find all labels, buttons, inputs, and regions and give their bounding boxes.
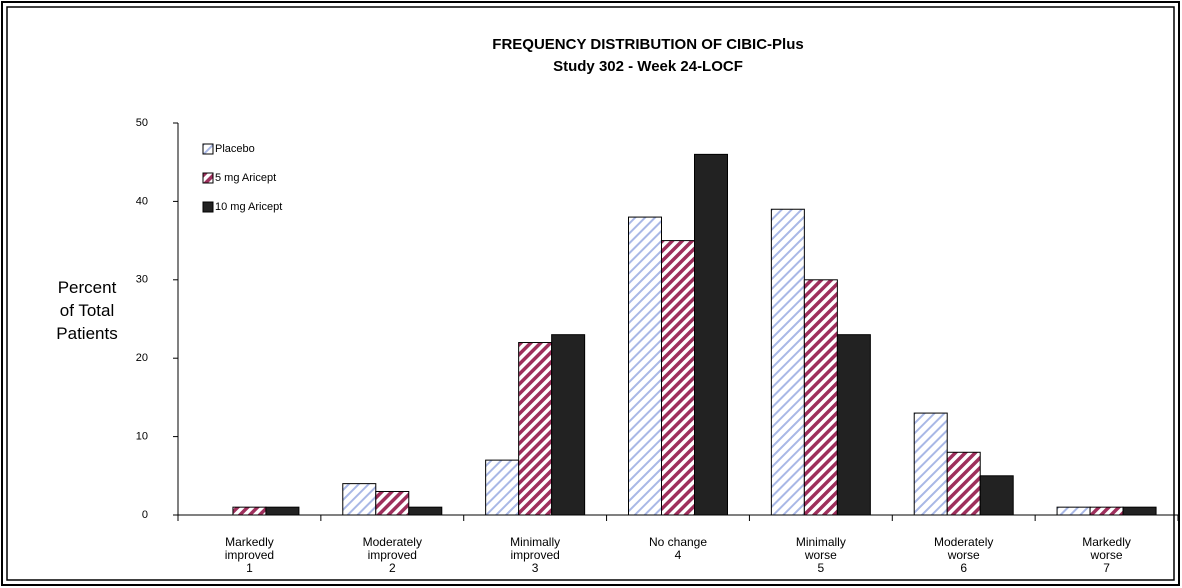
bar	[628, 216, 662, 516]
x-tick-label: Markedly worse 7	[1082, 535, 1131, 575]
bar	[694, 153, 728, 516]
x-tick-label: Minimally improved 3	[510, 535, 561, 575]
bar	[1056, 506, 1091, 516]
bar	[342, 483, 377, 516]
legend-label: 10 mg Aricept	[215, 201, 282, 213]
y-axis-label: Percent of Total Patients	[56, 278, 118, 343]
x-tick-label: Moderately worse 6	[934, 535, 994, 575]
bar	[1089, 506, 1124, 516]
bar	[803, 279, 838, 516]
bar	[979, 475, 1014, 516]
bar	[836, 334, 871, 516]
bar	[408, 506, 443, 516]
legend-swatch	[202, 143, 214, 155]
legend-label: 5 mg Aricept	[215, 172, 276, 184]
y-tick-label: 10	[136, 431, 148, 443]
bar	[770, 208, 805, 516]
chart-subtitle: Study 302 - Week 24-LOCF	[553, 58, 743, 75]
bar	[946, 451, 981, 516]
legend-swatch	[202, 172, 214, 184]
bar	[375, 490, 410, 516]
bar	[913, 412, 948, 516]
x-tick-label: Moderately improved 2	[362, 535, 422, 575]
bar	[1122, 506, 1157, 516]
y-tick-label: 30	[136, 274, 148, 286]
bar	[232, 506, 267, 516]
chart-title: FREQUENCY DISTRIBUTION OF CIBIC-Plus	[492, 36, 803, 53]
legend-swatch	[202, 201, 214, 213]
bar	[518, 342, 553, 516]
x-tick-label: No change 4	[648, 535, 708, 562]
y-tick-label: 0	[142, 509, 148, 521]
y-tick-label: 50	[136, 117, 148, 129]
x-tick-label: Markedly improved 1	[224, 535, 275, 575]
legend-label: Placebo	[215, 143, 255, 155]
bar	[661, 240, 695, 516]
y-tick-label: 20	[136, 352, 148, 364]
inner-frame	[6, 6, 1175, 581]
bar	[551, 334, 586, 516]
y-tick-label: 40	[136, 195, 148, 207]
x-tick-label: Minimally worse 5	[795, 535, 846, 575]
bar	[265, 506, 300, 516]
bar	[485, 459, 520, 516]
